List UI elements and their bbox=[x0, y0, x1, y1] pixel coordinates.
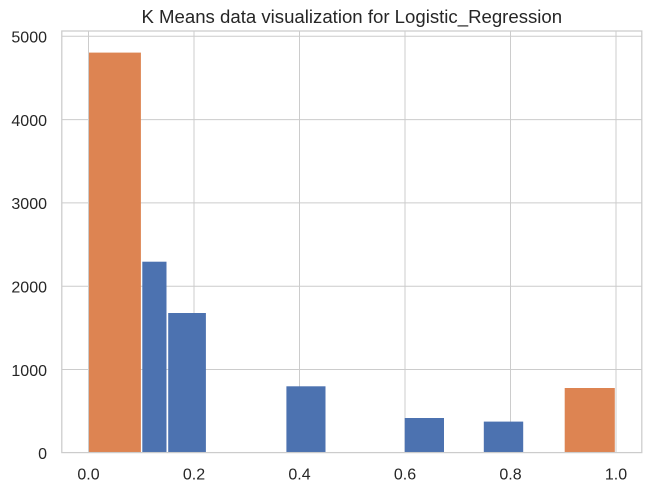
svg-text:0.4: 0.4 bbox=[288, 466, 310, 483]
svg-text:0: 0 bbox=[38, 446, 47, 463]
svg-text:4000: 4000 bbox=[11, 113, 47, 130]
svg-text:0.0: 0.0 bbox=[77, 466, 99, 483]
svg-text:0.2: 0.2 bbox=[183, 466, 205, 483]
svg-text:0.6: 0.6 bbox=[394, 466, 416, 483]
svg-text:3000: 3000 bbox=[11, 196, 47, 213]
svg-text:1.0: 1.0 bbox=[605, 466, 627, 483]
svg-text:K Means data visualization for: K Means data visualization for Logistic_… bbox=[141, 6, 562, 28]
svg-text:0.8: 0.8 bbox=[499, 466, 521, 483]
svg-text:1000: 1000 bbox=[11, 363, 47, 380]
svg-text:2000: 2000 bbox=[11, 280, 47, 297]
svg-text:5000: 5000 bbox=[11, 30, 47, 47]
